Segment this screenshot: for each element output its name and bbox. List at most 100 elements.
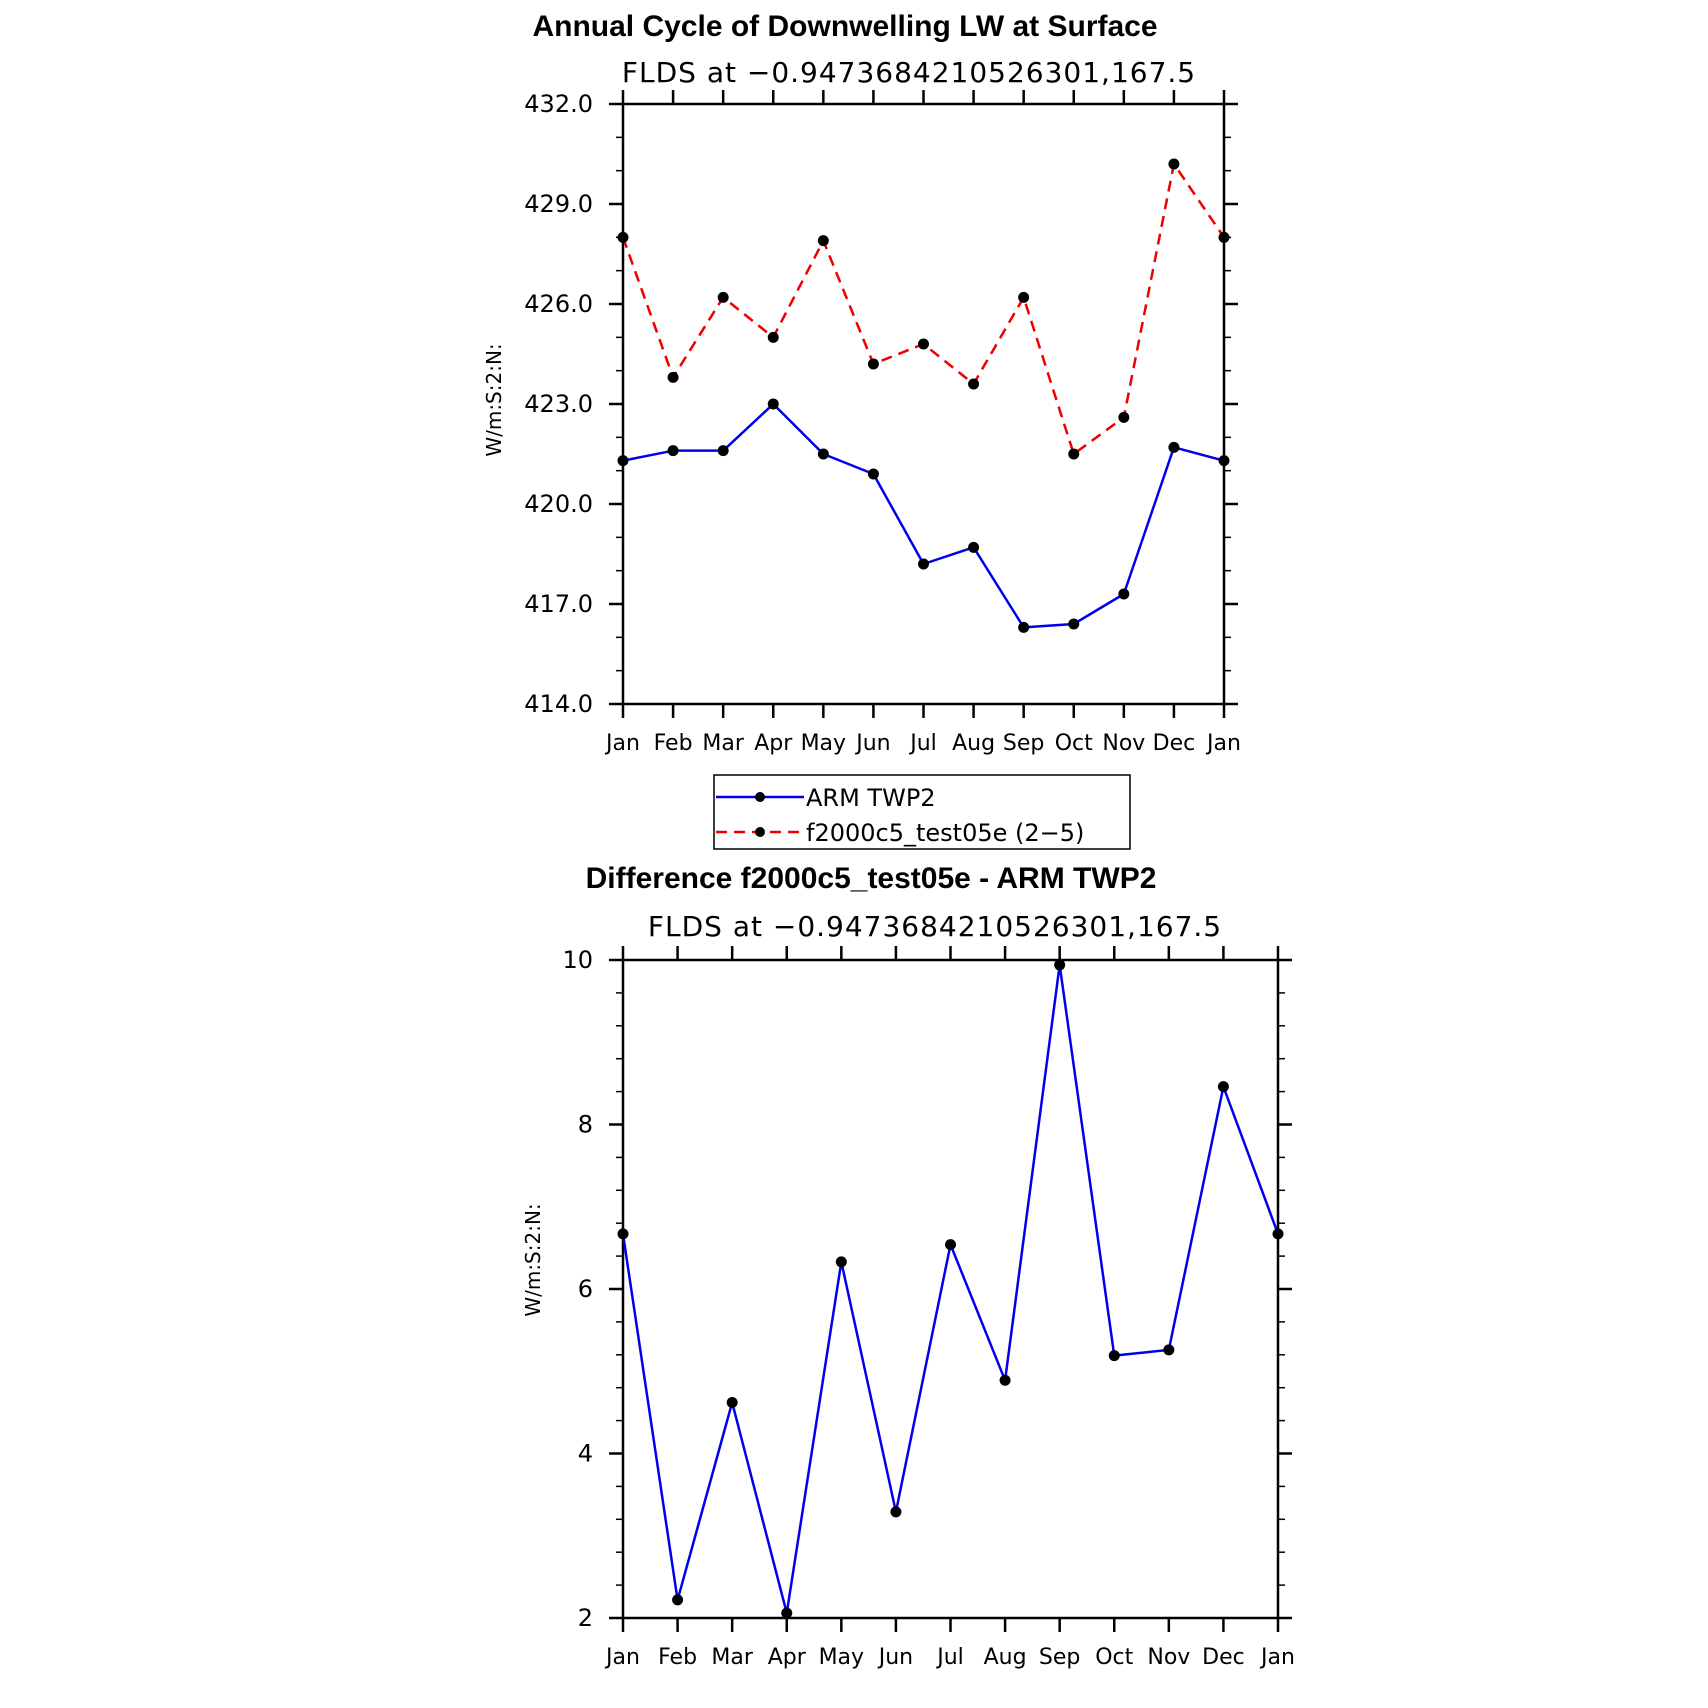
x-tick-label: Nov	[1102, 731, 1145, 756]
data-point	[968, 378, 980, 390]
x-tick-label: Apr	[754, 731, 793, 756]
data-point	[1118, 411, 1130, 423]
series-line-2	[621, 162, 1226, 456]
y-axis-label: W/m:S:2:N:	[521, 1203, 545, 1316]
x-tick-label: Jun	[877, 1645, 913, 1670]
data-point	[617, 455, 629, 467]
data-point	[1018, 291, 1030, 303]
chart-annual-cycle: Annual Cycle of Downwelling LW at Surfac…	[482, 10, 1241, 756]
x-tick-label: Dec	[1202, 1645, 1245, 1670]
y-tick-label: 8	[578, 1111, 593, 1139]
plot-frame	[621, 958, 1280, 1620]
data-point	[1168, 441, 1180, 453]
data-point	[667, 445, 679, 457]
y-tick-label: 6	[578, 1275, 593, 1303]
data-point	[890, 1506, 902, 1518]
y-tick-label: 420.0	[524, 490, 593, 518]
axes: 414.0 417.0 420.0 423.0 426.0 429.0 432.0 Jan Fe…	[524, 90, 1241, 756]
x-tick-label: Jan	[1259, 1645, 1295, 1670]
chart-title: Annual Cycle of Downwelling LW at Surfac…	[532, 10, 1157, 43]
series-line-1	[622, 402, 1225, 629]
x-tick-label: Jul	[908, 731, 937, 756]
data-point	[918, 558, 929, 570]
data-point	[867, 358, 879, 370]
legend-marker-model	[755, 827, 765, 837]
data-point	[999, 1374, 1011, 1386]
y-axis-label: W/m:S:2:N:	[482, 343, 506, 456]
data-point	[717, 445, 729, 457]
legend: ARM TWP2 f2000c5_test05e (2−5)	[713, 774, 1131, 850]
chart-subtitle: FLDS at −0.9473684210526301,167.5	[648, 910, 1222, 943]
x-tick-label: Jan	[1205, 731, 1241, 756]
x-tick-label: Mar	[711, 1645, 753, 1670]
data-point	[1272, 1228, 1284, 1240]
data-point	[617, 231, 629, 243]
data-point	[1068, 618, 1080, 630]
y-tick-label: 426.0	[524, 290, 593, 318]
legend-label-arm: ARM TWP2	[806, 784, 936, 812]
data-point	[867, 468, 879, 480]
series-line-1	[621, 963, 1280, 1615]
data-point	[835, 1256, 847, 1268]
x-tick-label: Jan	[604, 1645, 640, 1670]
data-point	[767, 398, 779, 410]
y-tick-label: 10	[562, 946, 593, 974]
legend-marker-arm	[755, 792, 765, 802]
x-tick-label: Oct	[1055, 731, 1093, 756]
data-point	[1217, 1081, 1229, 1093]
data-point	[1018, 621, 1030, 633]
series-group	[617, 959, 1284, 1619]
data-point	[1168, 158, 1180, 170]
y-tick-label: 2	[578, 1604, 593, 1632]
x-tick-label: Sep	[1003, 731, 1044, 756]
chart-subtitle: FLDS at −0.9473684210526301,167.5	[622, 56, 1196, 89]
data-point	[781, 1607, 793, 1619]
data-point	[726, 1397, 738, 1409]
y-tick-label: 4	[578, 1440, 593, 1468]
y-tick-label: 414.0	[524, 690, 593, 718]
series-group	[617, 158, 1230, 633]
data-point	[767, 331, 779, 343]
data-point	[1068, 448, 1080, 460]
data-point	[617, 1228, 629, 1240]
x-tick-label: Aug	[952, 731, 995, 756]
x-tick-label: Jan	[604, 731, 640, 756]
data-point	[968, 541, 980, 553]
y-tick-label: 432.0	[524, 90, 593, 118]
data-point	[667, 371, 679, 383]
x-tick-label: Sep	[1039, 1645, 1080, 1670]
x-tick-label: Jun	[854, 731, 890, 756]
y-tick-label: 417.0	[524, 590, 593, 618]
x-tick-label: Oct	[1095, 1645, 1133, 1670]
legend-frame	[713, 774, 1131, 850]
chart-title: Difference f2000c5_test05e - ARM TWP2	[586, 862, 1157, 895]
x-tick-label: Feb	[654, 731, 693, 756]
x-tick-label: May	[801, 731, 846, 756]
data-point	[945, 1239, 956, 1251]
data-point	[1163, 1344, 1175, 1356]
y-tick-label: 429.0	[524, 190, 593, 218]
data-point	[817, 235, 829, 247]
chart-difference: Difference f2000c5_test05e - ARM TWP2 FL…	[521, 862, 1295, 1670]
data-point	[672, 1594, 684, 1606]
data-point	[817, 448, 829, 460]
x-tick-label: Mar	[702, 731, 744, 756]
data-point	[1108, 1350, 1120, 1362]
x-tick-label: Jul	[935, 1645, 964, 1670]
data-point	[1054, 959, 1066, 971]
data-point	[918, 338, 929, 350]
y-tick-label: 423.0	[524, 390, 593, 418]
data-point	[1118, 588, 1130, 600]
data-point	[1218, 231, 1230, 243]
x-tick-label: May	[819, 1645, 864, 1670]
x-tick-label: Nov	[1147, 1645, 1190, 1670]
x-tick-label: Apr	[768, 1645, 807, 1670]
x-tick-label: Dec	[1153, 731, 1196, 756]
legend-label-model: f2000c5_test05e (2−5)	[806, 819, 1084, 847]
data-point	[1218, 455, 1230, 467]
plot-frame	[621, 102, 1226, 706]
data-point	[717, 291, 729, 303]
x-tick-label: Feb	[658, 1645, 697, 1670]
axes: 2 4 6 8 10 Jan Feb Mar Apr May Jun Jul Aug Sep Oct Nov D…	[562, 946, 1295, 1670]
